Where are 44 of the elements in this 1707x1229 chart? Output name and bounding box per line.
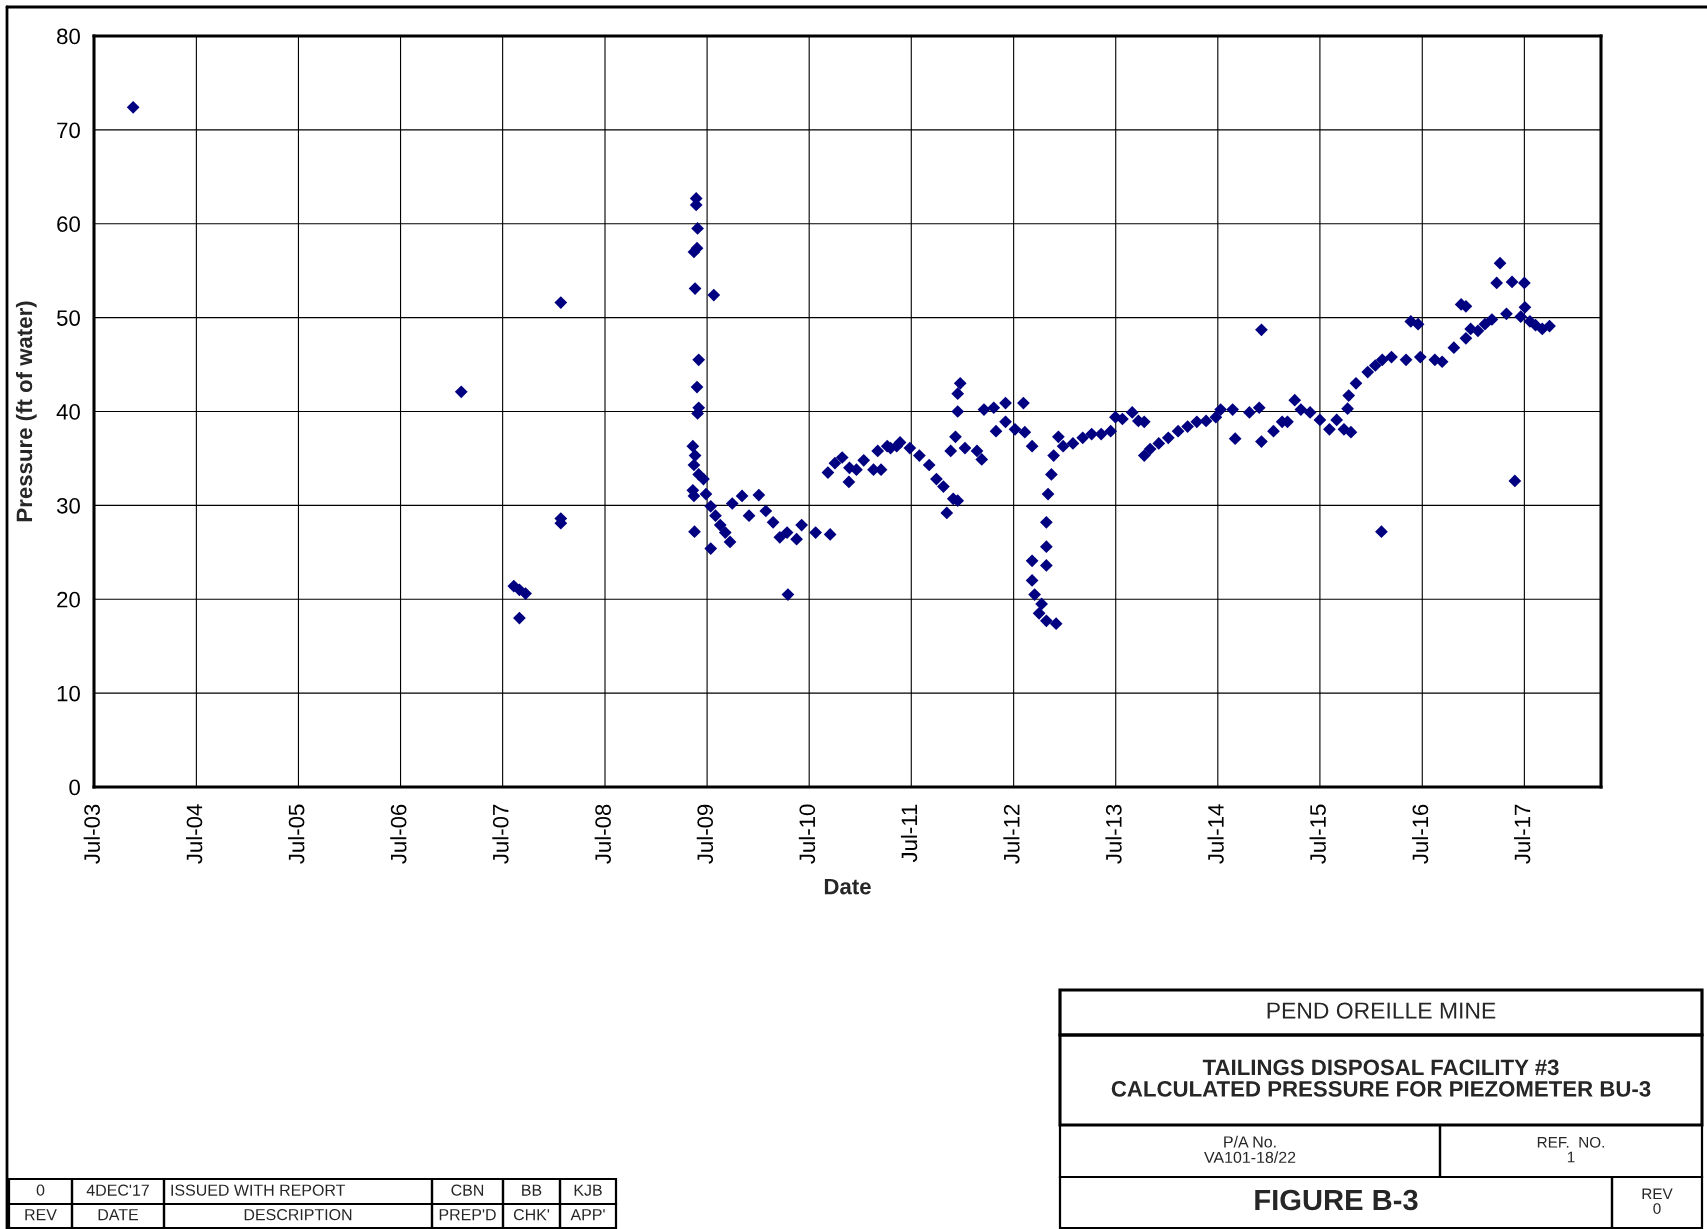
text: TAILINGS DISPOSAL FACILITY #3 CALCULATED PRESSURE FOR PIEZOMETER BU-3 <box>1111 1059 1651 1097</box>
y-tick-label: 70 <box>57 122 80 139</box>
x-tick-label: Jul-16 <box>1411 804 1429 864</box>
text: ISSUED WITH REPORT <box>171 1184 346 1196</box>
x-tick-label: Jul-08 <box>594 804 611 864</box>
x-tick-label: Jul-13 <box>1105 804 1122 864</box>
text: PEND OREILLE MINE <box>1267 1002 1496 1019</box>
x-tick-label: Jul-10 <box>798 804 816 864</box>
y-axis-title: Pressure (ft of water) <box>15 301 37 522</box>
y-tick-label: 40 <box>56 404 80 420</box>
text: FIGURE B-3 <box>1255 1189 1418 1211</box>
y-tick-label: 10 <box>57 685 80 702</box>
text: APP' <box>570 1209 605 1221</box>
text: REV <box>25 1209 57 1221</box>
y-tick-label: 20 <box>57 591 80 608</box>
y-tick-label: 0 <box>69 779 80 796</box>
x-tick-label: Jul-11 <box>900 804 918 863</box>
x-tick-label: Jul-15 <box>1309 804 1326 864</box>
y-tick-label: 30 <box>56 497 80 514</box>
y-tick-label: 80 <box>57 28 80 45</box>
x-tick-label: Jul-07 <box>492 804 509 864</box>
text: REF. NO. 1 <box>1537 1136 1604 1163</box>
text: BB <box>522 1184 542 1196</box>
x-tick-label: Jul-09 <box>696 804 714 864</box>
text: CHK' <box>513 1208 550 1221</box>
y-tick-label: 60 <box>57 216 80 233</box>
x-tick-label: Jul-03 <box>83 804 100 864</box>
x-tick-label: Jul-05 <box>288 804 305 864</box>
text: REV 0 <box>1642 1188 1673 1214</box>
x-tick-label: Jul-12 <box>1003 804 1020 864</box>
x-tick-label: Jul-06 <box>390 804 407 864</box>
x-tick-label: Jul-17 <box>1514 804 1531 864</box>
text: 0 <box>36 1184 45 1196</box>
text: DATE <box>98 1209 139 1221</box>
text: 4DEC'17 <box>86 1184 149 1196</box>
text: P/A No. VA101-18/22 <box>1204 1135 1296 1164</box>
text: DESCRIPTION <box>244 1208 352 1221</box>
text: CBN <box>451 1184 484 1196</box>
x-tick-label: Jul-14 <box>1207 804 1224 864</box>
text: KJB <box>574 1184 602 1196</box>
text: PREP'D <box>439 1209 496 1221</box>
x-tick-label: Jul-04 <box>186 804 203 864</box>
x-axis-title: Date <box>824 878 871 895</box>
y-tick-label: 50 <box>56 310 80 326</box>
